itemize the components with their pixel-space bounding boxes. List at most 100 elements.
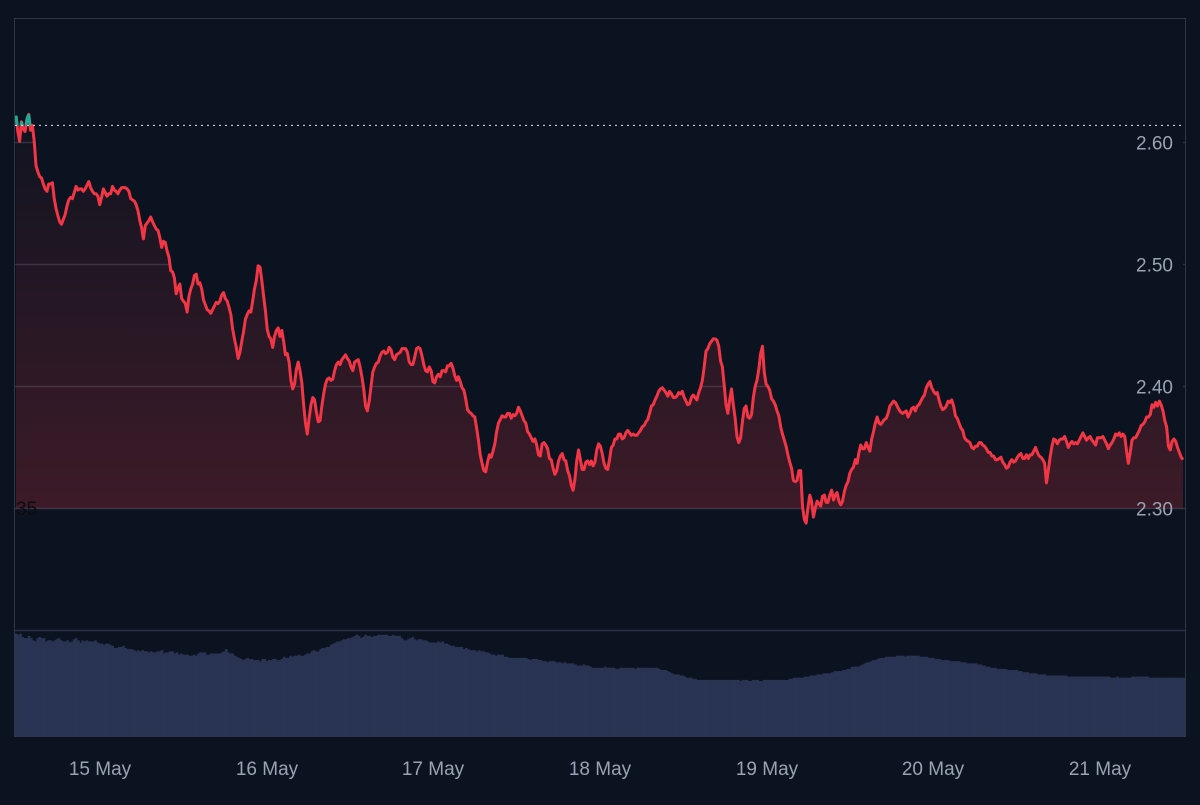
volume-bar <box>197 653 200 736</box>
volume-bar <box>634 668 637 736</box>
volume-bar <box>878 657 882 736</box>
volume-bar <box>231 653 234 736</box>
volume-bar <box>992 667 995 736</box>
volume-bar <box>1112 677 1115 736</box>
volume-bar <box>812 675 815 736</box>
volume-bar <box>930 657 933 736</box>
volume-bar <box>792 677 796 736</box>
volume-bar <box>638 667 642 736</box>
volume-bar <box>855 666 858 736</box>
volume-bar <box>357 635 361 736</box>
volume-bar <box>1032 673 1036 736</box>
volume-bar <box>212 653 215 736</box>
volume-bar <box>1095 676 1098 736</box>
volume-bar <box>531 659 534 736</box>
volume-bar <box>1090 676 1094 736</box>
volume-bar <box>1058 675 1062 736</box>
volume-bar <box>458 646 462 736</box>
volume-bar <box>897 655 901 736</box>
x-tick-label: 21 May <box>1069 759 1132 780</box>
volume-bar <box>276 660 279 736</box>
volume-bar <box>450 645 453 736</box>
volume-bar <box>415 640 419 736</box>
volume-bar <box>722 679 725 736</box>
volume-bar <box>233 655 237 736</box>
volume-bar <box>255 660 258 736</box>
volume-bar <box>754 679 757 736</box>
volume-bar <box>147 652 151 736</box>
volume-bar <box>627 667 631 736</box>
volume-bar <box>902 655 905 736</box>
volume-bar <box>372 635 376 736</box>
volume-bars <box>15 633 1186 736</box>
volume-bar <box>420 639 423 736</box>
volume-bar <box>610 667 614 736</box>
volume-bar <box>529 660 532 736</box>
volume-bar <box>1159 677 1162 736</box>
volume-bar <box>250 659 254 736</box>
volume-bar <box>647 667 650 736</box>
volume-bar <box>520 657 524 736</box>
volume-bar <box>300 655 303 736</box>
volume-bar <box>353 635 357 736</box>
volume-bar <box>237 657 241 736</box>
volume-bar <box>874 660 877 736</box>
volume-bar <box>480 651 483 736</box>
volume-bar <box>227 652 230 736</box>
volume-bar <box>696 679 699 736</box>
volume-bar <box>683 676 687 736</box>
volume-bar <box>445 643 449 736</box>
volume-bar <box>784 679 787 736</box>
volume-bar <box>1035 673 1038 736</box>
volume-bar <box>1097 676 1100 736</box>
volume-bar <box>1047 675 1051 736</box>
volume-bar <box>1017 671 1021 736</box>
volume-bar <box>1015 670 1019 736</box>
volume-bar <box>555 662 558 736</box>
volume-bar <box>1110 677 1113 736</box>
volume-bar <box>85 640 89 736</box>
volume-bar <box>837 671 841 736</box>
volume-bar <box>842 670 845 736</box>
volume-bar <box>171 651 174 736</box>
volume-bar <box>1116 676 1119 736</box>
volume-bar <box>98 643 102 736</box>
volume-bar <box>1002 668 1006 736</box>
volume-bar <box>165 652 168 736</box>
volume-bar <box>1069 676 1072 736</box>
volume-bar <box>289 655 292 736</box>
volume-bar <box>261 659 264 736</box>
volume-bar <box>473 650 477 736</box>
volume-bar <box>679 675 682 736</box>
volume-bar <box>968 663 972 736</box>
volume-bar <box>207 654 211 736</box>
volume-bar <box>495 655 498 736</box>
volume-bar <box>60 640 63 736</box>
volume-bar <box>205 654 209 736</box>
volume-bar <box>285 657 288 736</box>
volume-bar <box>141 650 144 736</box>
volume-bar <box>465 648 468 736</box>
volume-bar <box>332 643 335 736</box>
volume-bar <box>801 677 804 736</box>
volume-bar <box>72 639 76 736</box>
volume-bar <box>150 651 153 736</box>
volume-bar <box>400 638 404 736</box>
volume-bar <box>777 679 781 736</box>
volume-bar <box>1180 677 1184 736</box>
x-tick-label: 17 May <box>402 759 465 780</box>
volume-bar <box>818 674 822 736</box>
volume-bar <box>889 656 892 736</box>
volume-bar <box>762 679 766 736</box>
volume-bar <box>143 651 147 736</box>
volume-bar <box>925 656 929 736</box>
volume-bar <box>259 661 262 736</box>
volume-bar <box>563 662 567 736</box>
volume-bar <box>503 656 507 736</box>
volume-bar <box>662 670 665 736</box>
volume-bar <box>220 652 224 736</box>
volume-bar <box>1030 673 1034 736</box>
volume-bar <box>955 661 959 736</box>
volume-bar <box>602 667 605 736</box>
volume-bar <box>1120 677 1124 736</box>
